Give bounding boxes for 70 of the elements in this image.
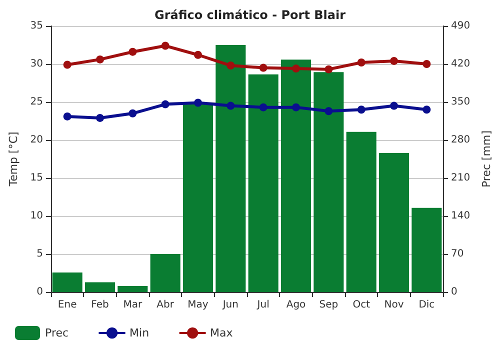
point — [292, 64, 300, 73]
legend-label: Max — [210, 326, 234, 340]
point — [226, 62, 235, 70]
legend-label: Prec — [45, 326, 69, 340]
bar — [346, 132, 376, 292]
bar — [314, 72, 344, 292]
y-tick-label: 20 — [30, 134, 43, 146]
x-tick-label: Sep — [319, 300, 338, 310]
x-tick-label: Dic — [418, 300, 435, 310]
bar — [412, 208, 442, 292]
point — [259, 103, 268, 112]
x-tick-label: Jul — [256, 300, 270, 310]
x-tick-label: Feb — [91, 300, 109, 310]
y-tick-label: 10 — [30, 210, 43, 222]
y-tick-label: 15 — [30, 172, 43, 184]
point — [161, 100, 170, 108]
y2-axis-title: Prec [mm] — [480, 130, 493, 188]
x-tick-label: Jun — [222, 300, 238, 310]
y2-tick-label: 420 — [451, 58, 470, 70]
point — [128, 48, 137, 56]
bar — [84, 282, 116, 292]
y2-tick-label: 490 — [451, 20, 470, 32]
bar — [150, 254, 180, 292]
bar — [280, 60, 312, 292]
point — [63, 60, 72, 69]
y-tick-label: 5 — [36, 248, 43, 260]
y-axis-title: Temp [°C] — [7, 132, 20, 188]
y-tick-label: 25 — [30, 96, 43, 108]
point — [128, 109, 137, 118]
point — [422, 106, 431, 114]
bar — [52, 272, 82, 292]
point — [194, 50, 202, 59]
y-tick-label: 0 — [36, 286, 43, 298]
x-tick-label: Mar — [123, 300, 143, 310]
point — [63, 112, 72, 120]
x-tick-label: Ago — [286, 300, 306, 310]
point — [96, 114, 104, 122]
point — [390, 56, 398, 65]
point — [357, 106, 366, 114]
point — [390, 102, 398, 110]
point — [357, 58, 366, 66]
bar — [378, 153, 410, 292]
point — [226, 102, 235, 110]
x-tick-label: Ene — [58, 300, 77, 310]
bar — [216, 45, 246, 292]
y2-tick-label: 0 — [451, 286, 458, 298]
point — [161, 42, 170, 50]
y2-tick-label: 350 — [451, 96, 470, 108]
point — [292, 103, 300, 112]
legend-label: Min — [130, 326, 150, 340]
x-tick-label: Abr — [156, 300, 175, 310]
bar — [248, 74, 278, 292]
y2-tick-label: 140 — [451, 210, 470, 222]
y-tick-label: 30 — [30, 58, 43, 70]
y2-tick-label: 70 — [451, 248, 464, 260]
point — [259, 64, 268, 72]
point — [324, 107, 333, 116]
x-tick-label: Oct — [352, 300, 370, 310]
point — [96, 55, 104, 64]
x-tick-label: May — [188, 300, 208, 310]
point — [194, 98, 202, 107]
chart-title: Gráfico climático - Port Blair — [154, 8, 346, 22]
bar — [118, 286, 148, 292]
y-tick-label: 35 — [30, 20, 43, 32]
x-tick-label: Nov — [384, 300, 404, 310]
point — [324, 65, 333, 74]
y2-tick-label: 280 — [451, 134, 470, 146]
y2-tick-label: 210 — [451, 172, 470, 184]
bar — [182, 104, 214, 292]
point — [422, 60, 431, 68]
